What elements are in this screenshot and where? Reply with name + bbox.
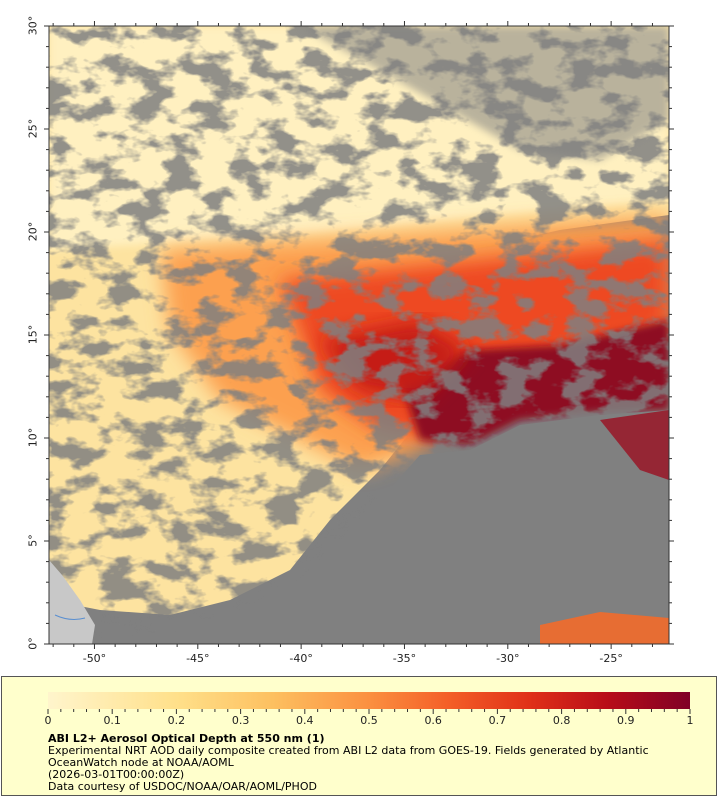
map-plot-area xyxy=(49,26,669,644)
legend-title: ABI L2+ Aerosol Optical Depth at 550 nm … xyxy=(48,732,325,745)
colorbar-tick-label: 0.7 xyxy=(488,714,507,727)
colorbar-tick-label: 0 xyxy=(44,714,52,727)
lon-tick-label: -35° xyxy=(392,652,417,665)
colorbar-tick-label: 0.9 xyxy=(617,714,635,727)
lat-tick-label: 20° xyxy=(26,221,40,242)
land-south-america xyxy=(49,560,95,644)
axis-ticks xyxy=(44,21,674,649)
lat-tick-label: 30° xyxy=(26,15,40,36)
colorbar-ramp xyxy=(48,692,690,709)
no-data-northeast xyxy=(300,26,669,160)
lat-tick-label: 25° xyxy=(26,118,40,139)
colorbar-tick-label: 0.1 xyxy=(103,714,121,727)
colorbar-tick-label: 0.8 xyxy=(552,714,571,727)
aod-streak-southeast xyxy=(600,410,669,480)
colorbar-ticks xyxy=(47,709,691,714)
river-line xyxy=(54,614,86,620)
colorbar-tick-label: 1 xyxy=(686,714,694,727)
lat-tick-label: 15° xyxy=(26,324,40,345)
aod-patch-bottom-right xyxy=(540,612,669,644)
lat-tick-label: 0° xyxy=(26,637,40,650)
map-figure: 0° 5° 10° 15° 20° 25° 30° -50° -45° -40° -35° -30°… xyxy=(26,15,674,665)
legend-description-line2: OceanWatch node at NOAA/AOML xyxy=(48,756,234,769)
colorbar-tick-label: 0.3 xyxy=(231,714,250,727)
legend-panel: 0 0.1 0.2 0.3 0.4 0.5 0.6 0.7 0.8 0.9 1 ABI L2+ Ae… xyxy=(1,676,717,796)
colorbar xyxy=(47,692,691,714)
lon-tick-label: -30° xyxy=(496,652,520,665)
lat-tick-label: 5° xyxy=(26,534,40,547)
colorbar-tick-label: 0.5 xyxy=(360,714,378,727)
no-data-south xyxy=(49,410,669,644)
colorbar-tick-label: 0.2 xyxy=(167,714,186,727)
legend-description-line1: Experimental NRT AOD daily composite cre… xyxy=(48,744,649,757)
lon-tick-label: -45° xyxy=(186,652,210,665)
colorbar-tick-label: 0.6 xyxy=(424,714,442,727)
colorbar-tick-label: 0.4 xyxy=(296,714,314,727)
aod-map xyxy=(44,21,674,649)
legend-timestamp: (2026-03-01T00:00:00Z) xyxy=(48,768,185,781)
legend-credit: Data courtesy of USDOC/NOAA/OAR/AOML/PHO… xyxy=(48,780,317,793)
lon-tick-label: -25° xyxy=(599,652,623,665)
lon-tick-label: -50° xyxy=(82,652,107,665)
lat-tick-label: 10° xyxy=(26,427,40,448)
lon-tick-label: -40° xyxy=(289,652,313,665)
